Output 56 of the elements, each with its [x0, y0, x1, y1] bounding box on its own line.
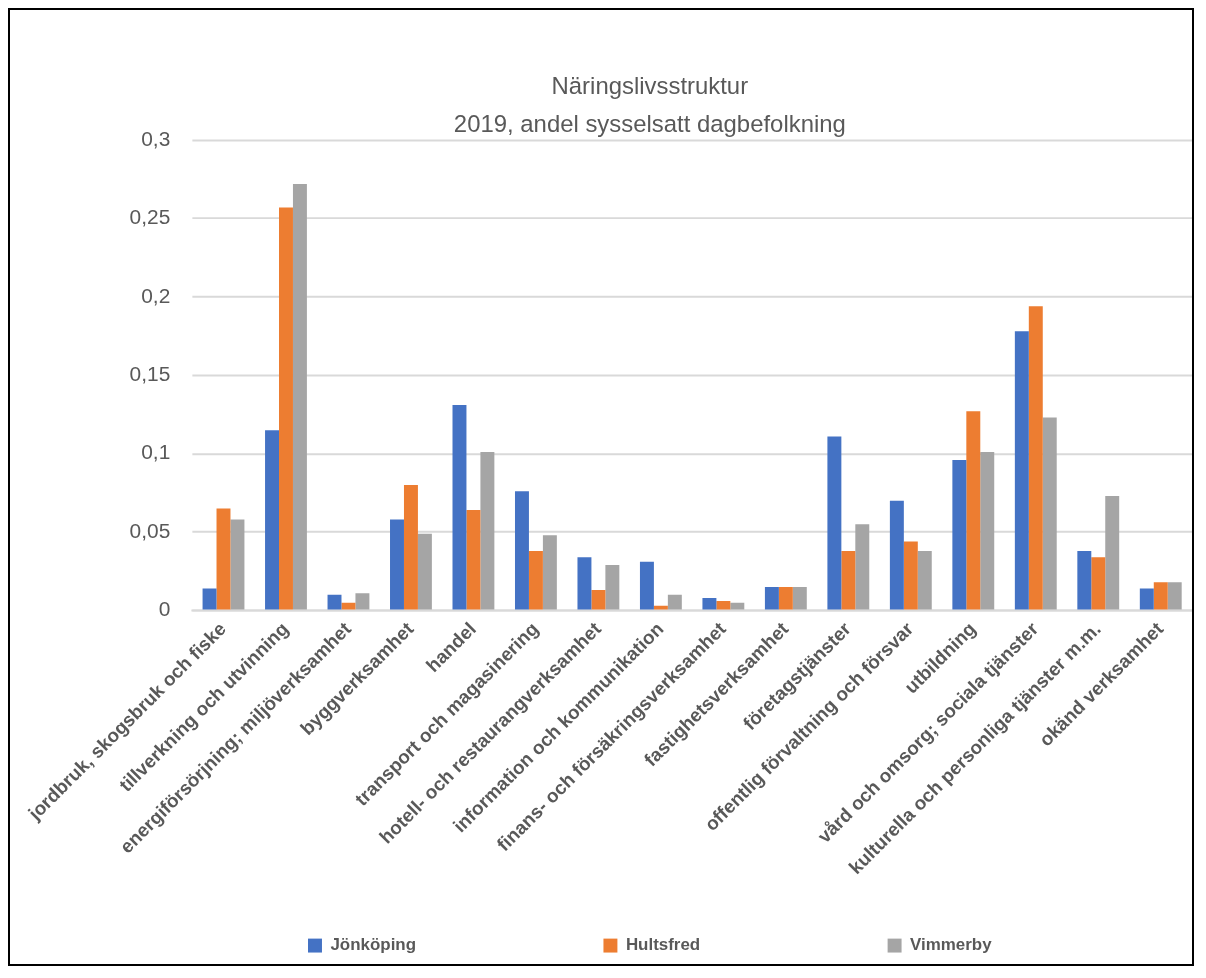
bar — [265, 430, 279, 610]
bar — [528, 550, 543, 610]
bar — [292, 183, 307, 610]
bar — [417, 533, 432, 610]
bar — [1167, 582, 1182, 610]
bar — [980, 452, 995, 610]
bar — [667, 594, 682, 610]
bar — [390, 519, 404, 610]
bar — [466, 510, 481, 610]
bar — [1091, 557, 1106, 610]
bar — [577, 557, 592, 610]
bar — [639, 561, 654, 610]
y-tick-label: 0,3 — [141, 126, 171, 150]
y-tick-label: 0 — [158, 597, 171, 621]
bar — [917, 550, 932, 610]
bar — [827, 436, 842, 610]
y-tick-label: 0,1 — [141, 440, 171, 464]
bar — [1014, 331, 1029, 610]
y-tick-label: 0,2 — [141, 283, 171, 307]
legend-label: Hultsfred — [625, 935, 701, 955]
bar — [1153, 582, 1168, 610]
y-tick-label: 0,15 — [129, 362, 171, 386]
bar — [702, 597, 717, 610]
bar — [452, 405, 467, 610]
bar — [230, 519, 245, 610]
bar — [792, 586, 807, 610]
bar — [591, 590, 606, 610]
bar — [216, 508, 231, 610]
bar — [202, 588, 217, 610]
bar — [841, 550, 856, 610]
bar — [279, 207, 293, 610]
bar — [514, 491, 529, 610]
bar — [355, 593, 370, 610]
bar — [966, 411, 981, 610]
bar — [952, 459, 967, 610]
bar — [1077, 550, 1092, 610]
y-tick-label: 0,25 — [129, 205, 171, 229]
bar — [480, 452, 495, 610]
bar — [403, 485, 418, 610]
bar — [1042, 417, 1057, 610]
bar — [778, 586, 793, 610]
y-tick-label: 0,05 — [129, 518, 171, 542]
bar — [889, 500, 904, 610]
chart-subtitle: 2019, andel sysselsatt dagbefolkning — [453, 110, 846, 138]
bar — [1139, 588, 1154, 610]
bar — [605, 565, 620, 610]
bar — [1028, 306, 1043, 610]
legend-label: Jönköping — [330, 935, 417, 955]
chart-title: Näringslivsstruktur — [551, 71, 749, 99]
bar — [903, 541, 918, 610]
bar — [855, 524, 870, 610]
bar — [716, 601, 731, 610]
bar — [764, 586, 779, 610]
bar — [542, 535, 557, 610]
legend-label: Vimmerby — [910, 935, 993, 955]
bar — [1105, 496, 1120, 610]
